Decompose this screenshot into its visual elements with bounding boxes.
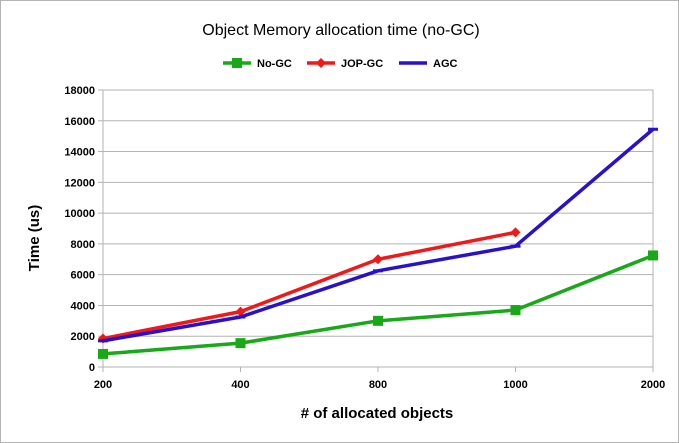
y-tick-label: 12000 xyxy=(64,177,95,189)
legend-swatch-marker xyxy=(408,61,418,65)
axes xyxy=(98,89,654,372)
y-tick-label: 0 xyxy=(89,362,95,374)
legend-swatch-marker xyxy=(232,58,242,68)
x-tick-label: 800 xyxy=(369,379,387,391)
data-point-no-gc xyxy=(98,348,108,359)
chart-title: Object Memory allocation time (no-GC) xyxy=(202,22,479,39)
y-tick-label: 10000 xyxy=(64,208,95,220)
data-point-jop-gc xyxy=(510,227,521,238)
legend-item-jop-gc: JOP-GC xyxy=(307,58,383,70)
data-point-agc xyxy=(648,127,658,131)
grid-lines xyxy=(103,89,653,337)
data-point-jop-gc xyxy=(235,306,246,317)
legend-label: No-GC xyxy=(257,58,292,70)
y-tick-label: 18000 xyxy=(64,85,95,97)
y-tick-label: 2000 xyxy=(71,331,95,343)
data-point-jop-gc xyxy=(373,254,383,265)
data-point-no-gc xyxy=(510,305,521,316)
x-tick-label: 400 xyxy=(231,379,249,391)
x-tick-labels: 200 400 800 1000 2000 xyxy=(94,379,665,391)
y-tick-label: 6000 xyxy=(71,270,95,282)
y-tick-labels: 0 2000 4000 6000 8000 10000 12000 14000 16000 180… xyxy=(64,85,95,374)
data-point-no-gc xyxy=(235,338,246,349)
legend: No-GC JOP-GC AGC xyxy=(223,58,458,70)
series-group xyxy=(98,127,658,359)
x-tick-label: 2000 xyxy=(641,379,665,391)
legend-label: AGC xyxy=(433,58,458,70)
y-tick-label: 4000 xyxy=(71,300,95,312)
data-point-agc xyxy=(510,244,521,248)
y-tick-label: 8000 xyxy=(71,239,95,251)
data-point-agc xyxy=(98,339,108,343)
data-point-agc xyxy=(235,315,246,319)
legend-item-no-gc: No-GC xyxy=(223,58,292,70)
x-axis-label: # of allocated objects xyxy=(301,405,454,422)
data-point-agc xyxy=(373,269,383,273)
data-point-no-gc xyxy=(373,315,383,326)
legend-item-agc: AGC xyxy=(399,58,458,70)
data-point-no-gc xyxy=(648,250,658,261)
legend-swatch-marker xyxy=(316,58,326,68)
x-tick-label: 1000 xyxy=(503,379,527,391)
series-line-agc xyxy=(102,127,655,343)
y-axis-label: Time (us) xyxy=(26,205,43,271)
y-tick-label: 14000 xyxy=(64,147,95,159)
series-line-jop-gc xyxy=(102,230,516,341)
y-tick-label: 16000 xyxy=(64,116,95,128)
x-tick-label: 200 xyxy=(94,379,112,391)
legend-label: JOP-GC xyxy=(341,58,383,70)
